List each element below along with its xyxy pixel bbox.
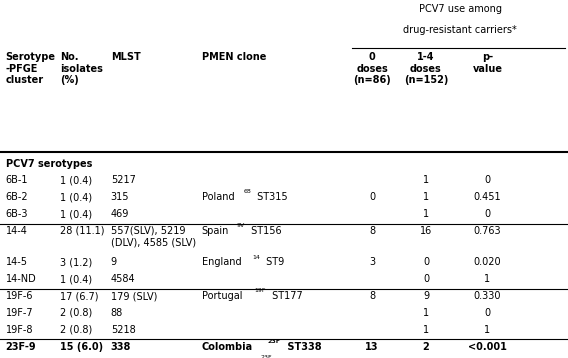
Text: 3: 3 bbox=[369, 257, 375, 267]
Text: 0.451: 0.451 bbox=[474, 192, 501, 202]
Text: 19F-7: 19F-7 bbox=[6, 308, 34, 318]
Text: 9: 9 bbox=[111, 257, 117, 267]
Text: 0
doses
(n=86): 0 doses (n=86) bbox=[353, 52, 391, 85]
Text: 1: 1 bbox=[485, 274, 490, 284]
Text: 1: 1 bbox=[423, 192, 429, 202]
Text: 0: 0 bbox=[423, 274, 429, 284]
Text: 14: 14 bbox=[253, 255, 261, 260]
Text: 3 (1.2): 3 (1.2) bbox=[60, 257, 92, 267]
Text: 23F: 23F bbox=[268, 339, 281, 344]
Text: 1: 1 bbox=[423, 209, 429, 219]
Text: 1 (0.4): 1 (0.4) bbox=[60, 192, 92, 202]
Text: 315: 315 bbox=[111, 192, 130, 202]
Text: 4584: 4584 bbox=[111, 274, 135, 284]
Text: 5217: 5217 bbox=[111, 175, 136, 185]
Text: 0.763: 0.763 bbox=[474, 226, 501, 236]
Text: 469: 469 bbox=[111, 209, 129, 219]
Text: 9V: 9V bbox=[237, 223, 245, 228]
Text: 16: 16 bbox=[420, 226, 432, 236]
Text: 0.020: 0.020 bbox=[474, 257, 501, 267]
Text: 14-ND: 14-ND bbox=[6, 274, 36, 284]
Text: 2 (0.8): 2 (0.8) bbox=[60, 325, 92, 335]
Text: 14-4: 14-4 bbox=[6, 226, 28, 236]
Text: 88: 88 bbox=[111, 308, 123, 318]
Text: ST338: ST338 bbox=[285, 342, 322, 352]
Text: ST315: ST315 bbox=[254, 192, 287, 202]
Text: 179 (SLV): 179 (SLV) bbox=[111, 291, 157, 301]
Text: 1 (0.4): 1 (0.4) bbox=[60, 209, 92, 219]
Text: 17 (6.7): 17 (6.7) bbox=[60, 291, 98, 301]
Text: PMEN clone: PMEN clone bbox=[202, 52, 266, 62]
Text: 23F-9: 23F-9 bbox=[6, 342, 36, 352]
Text: 19F-8: 19F-8 bbox=[6, 325, 33, 335]
Text: 8: 8 bbox=[369, 291, 375, 301]
Text: 0: 0 bbox=[485, 308, 490, 318]
Text: Spain: Spain bbox=[202, 226, 229, 236]
Text: Colombia: Colombia bbox=[202, 342, 253, 352]
Text: 19F-6: 19F-6 bbox=[6, 291, 33, 301]
Text: 1: 1 bbox=[423, 325, 429, 335]
Text: 19F: 19F bbox=[254, 288, 265, 293]
Text: 0: 0 bbox=[485, 175, 490, 185]
Text: 14-5: 14-5 bbox=[6, 257, 28, 267]
Text: 5218: 5218 bbox=[111, 325, 136, 335]
Text: 1-4
doses
(n=152): 1-4 doses (n=152) bbox=[404, 52, 448, 85]
Text: 6B-3: 6B-3 bbox=[6, 209, 28, 219]
Text: PCV7 serotypes: PCV7 serotypes bbox=[6, 159, 92, 169]
Text: 1: 1 bbox=[423, 308, 429, 318]
Text: 9: 9 bbox=[423, 291, 429, 301]
Text: 68: 68 bbox=[244, 189, 252, 194]
Text: 6B-2: 6B-2 bbox=[6, 192, 28, 202]
Text: 28 (11.1): 28 (11.1) bbox=[60, 226, 104, 236]
Text: <0.001: <0.001 bbox=[468, 342, 507, 352]
Text: ST9: ST9 bbox=[263, 257, 284, 267]
Text: 8: 8 bbox=[369, 226, 375, 236]
Text: 2 (0.8): 2 (0.8) bbox=[60, 308, 92, 318]
Text: 15 (6.0): 15 (6.0) bbox=[60, 342, 103, 352]
Text: England: England bbox=[202, 257, 241, 267]
Text: 13: 13 bbox=[365, 342, 379, 352]
Text: 0: 0 bbox=[485, 209, 490, 219]
Text: ST177: ST177 bbox=[269, 291, 303, 301]
Text: 1 (0.4): 1 (0.4) bbox=[60, 175, 92, 185]
Text: drug-resistant carriers*: drug-resistant carriers* bbox=[403, 25, 517, 35]
Text: Poland: Poland bbox=[202, 192, 234, 202]
Text: 338: 338 bbox=[111, 342, 131, 352]
Text: 0: 0 bbox=[369, 192, 375, 202]
Text: Serotype
-PFGE
cluster: Serotype -PFGE cluster bbox=[6, 52, 56, 85]
Text: p-
value: p- value bbox=[473, 52, 502, 73]
Text: PCV7 use among: PCV7 use among bbox=[419, 4, 502, 14]
Text: Portugal: Portugal bbox=[202, 291, 242, 301]
Text: No.
isolates
(%): No. isolates (%) bbox=[60, 52, 102, 85]
Text: 23F: 23F bbox=[261, 355, 272, 358]
Text: 0.330: 0.330 bbox=[474, 291, 501, 301]
Text: 6B-1: 6B-1 bbox=[6, 175, 28, 185]
Text: MLST: MLST bbox=[111, 52, 140, 62]
Text: 2: 2 bbox=[423, 342, 429, 352]
Text: 0: 0 bbox=[423, 257, 429, 267]
Text: ST156: ST156 bbox=[248, 226, 281, 236]
Text: 1: 1 bbox=[423, 175, 429, 185]
Text: 1 (0.4): 1 (0.4) bbox=[60, 274, 92, 284]
Text: 1: 1 bbox=[485, 325, 490, 335]
Text: 557(SLV), 5219
(DLV), 4585 (SLV): 557(SLV), 5219 (DLV), 4585 (SLV) bbox=[111, 226, 196, 247]
